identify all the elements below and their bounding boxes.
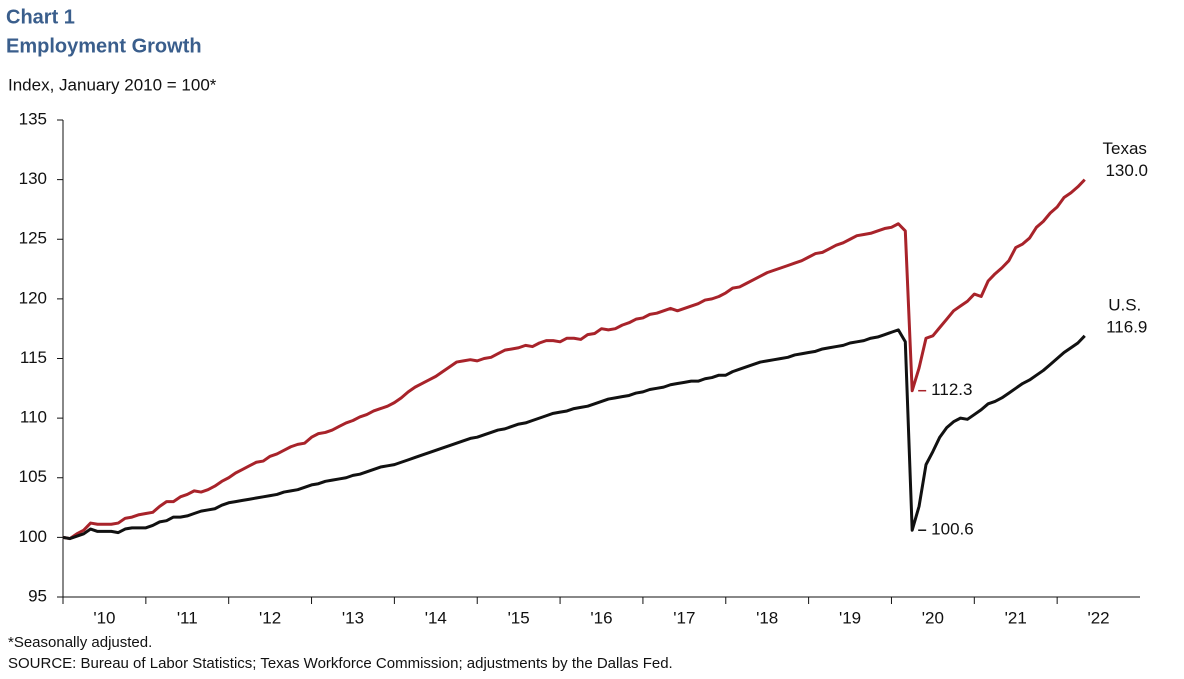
x-tick-label: '21 [1005,608,1027,627]
y-tick-label: 115 [20,348,47,367]
x-tick-label: '20 [922,608,944,627]
series-line [62,178,1086,541]
value-label: 116.9 [1106,317,1147,336]
y-tick-label: 105 [19,467,47,486]
footnote: *Seasonally adjusted. [8,634,152,651]
y-tick-label: 110 [20,408,47,427]
x-tick-label: '11 [177,608,198,627]
x-tick-label: '13 [342,608,364,627]
chart-subtitle: Employment Growth [6,35,202,57]
y-tick-label: 135 [19,109,47,128]
value-label: 130.0 [1105,161,1148,180]
x-tick-label: '18 [756,608,778,627]
series-name: Texas [1103,139,1147,158]
y-tick-label: 125 [19,229,47,248]
value-label: 100.6 [931,520,974,539]
y-tick-label: 130 [19,169,47,188]
x-tick-label: '16 [590,608,612,627]
series-line [62,328,1086,541]
chart-title: Chart 1 [6,6,75,28]
y-tick-label: 95 [28,586,47,605]
x-tick-label: '22 [1087,608,1109,627]
source: SOURCE: Bureau of Labor Statistics; Texa… [8,655,673,672]
x-tick-label: '12 [259,608,281,627]
y-tick-label: 100 [19,527,47,546]
x-tick-label: '10 [93,608,115,627]
x-tick-label: '19 [839,608,861,627]
x-tick-label: '17 [673,608,695,627]
x-tick-label: '15 [508,608,530,627]
value-label: 112.3 [931,380,972,399]
x-tick-label: '14 [425,608,447,627]
y-tick-label: 120 [19,288,47,307]
series-name: U.S. [1108,295,1141,314]
y-axis-label: Index, January 2010 = 100* [8,75,217,94]
